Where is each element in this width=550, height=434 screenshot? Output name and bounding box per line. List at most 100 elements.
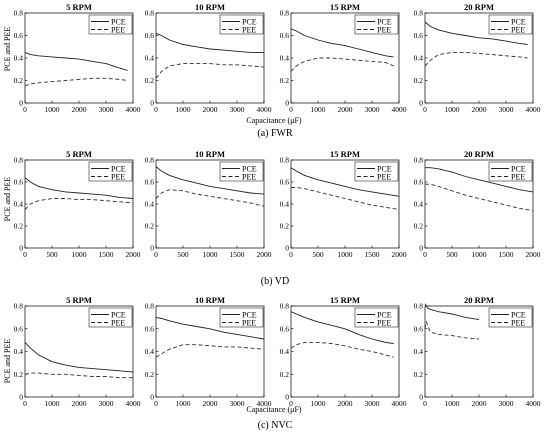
series-line-pce [24,177,134,199]
panel-title: 15 RPM [330,149,360,159]
series-line-pee [291,187,400,210]
y-tick-label: 0.2 [14,370,24,379]
panel-nvc-20-rpm: 20 RPM 0 1000 2000 3000 4000 0 0.2 0.4 0.6 0.8 PCEP… [414,295,541,408]
x-tick-label: 4000 [126,399,141,408]
y-tick-label: 0 [19,244,23,253]
x-tick-label: 500 [446,250,458,259]
panel-title: 5 RPM [66,295,92,305]
x-tick-label: 0 [289,105,293,114]
x-tick-label: 4000 [392,105,407,114]
y-tick-label: 0.6 [414,324,424,333]
x-tick-label: 0 [423,399,427,408]
row-nvc: PCE and PEE Capacitance (μF) (c) NVC [3,339,302,431]
legend-label-pce: PCE [242,17,257,26]
panel-title: 20 RPM [464,295,494,305]
x-tick-label: 2000 [203,399,218,408]
series-line-pce [290,167,400,197]
x-tick-label: 2000 [72,399,87,408]
y-tick-label: 0.8 [280,156,290,165]
x-tick-label: 0 [289,250,293,259]
x-tick-label: 2000 [392,250,407,259]
series-line-pee [424,51,528,67]
x-tick-label: 4000 [526,399,541,408]
legend-label-pee: PEE [377,172,391,181]
y-tick-label: 0.2 [414,222,424,231]
y-tick-label: 0.8 [14,302,24,311]
y-tick-label: 0.6 [145,178,155,187]
row-nvc-ylabel: PCE and PEE [3,339,12,384]
row-nvc-xlabel: Capacitance (μF) [246,405,301,414]
x-tick-label: 1000 [45,105,60,114]
x-tick-label: 2000 [257,250,272,259]
y-tick-label: 0.8 [280,9,290,18]
y-tick-label: 0.6 [280,178,290,187]
y-tick-label: 0.4 [14,200,24,209]
series-line-pee [155,63,265,79]
y-tick-label: 0 [150,244,154,253]
y-tick-label: 0.6 [14,324,24,333]
x-tick-label: 3000 [99,399,114,408]
y-tick-label: 0.4 [280,200,290,209]
panel-nvc-10-rpm: 10 RPM 0 1000 2000 3000 4000 0 0.2 0.4 0.6 0.8 PCEP… [145,295,272,408]
y-tick-label: 0.4 [14,347,24,356]
x-tick-label: 1000 [72,250,87,259]
x-tick-label: 3000 [499,399,514,408]
panel-fwr-5-rpm: 5 RPM 0 1000 2000 3000 4000 0 0.2 0.4 0.6 0.8 PCEPE… [14,2,141,114]
y-tick-label: 0.8 [145,156,155,165]
y-tick-label: 0.4 [414,200,424,209]
series-line-pce [24,342,134,373]
legend-label-pce: PCE [511,164,526,173]
y-tick-label: 0 [150,393,154,402]
x-tick-label: 0 [23,105,27,114]
y-tick-label: 0.6 [14,178,24,187]
y-tick-label: 0.8 [414,9,424,18]
x-tick-label: 2000 [72,105,87,114]
series-line-pce [24,51,128,71]
row-fwr: PCE and PEE Capacitance (μF) (a) FWR [3,27,302,139]
y-tick-label: 0.8 [14,156,24,165]
x-tick-label: 2000 [526,250,541,259]
y-tick-label: 0 [19,393,23,402]
panel-vd-20-rpm: 20 RPM 0 500 1000 1500 2000 0 0.2 0.4 0.6 0.8 PCEPE… [414,149,541,259]
series-line-pee [24,77,128,87]
row-vd: PCE and PEE (b) VD [3,177,289,287]
x-tick-label: 1000 [311,105,326,114]
x-tick-label: 1000 [203,250,218,259]
y-tick-label: 0.2 [280,222,290,231]
legend-label-pce: PCE [511,17,526,26]
y-tick-label: 0.4 [145,54,155,63]
panel-title: 15 RPM [330,2,360,12]
panel-title: 5 RPM [66,149,92,159]
x-tick-label: 1500 [499,250,514,259]
y-tick-label: 0.2 [14,76,24,85]
x-tick-label: 0 [154,250,158,259]
x-tick-label: 500 [46,250,58,259]
legend-label-pee: PEE [511,25,525,34]
x-tick-label: 4000 [526,105,541,114]
x-tick-label: 4000 [392,399,407,408]
series-line-pce [290,311,394,344]
row-fwr-ylabel: PCE and PEE [3,27,12,72]
x-tick-label: 2000 [126,250,141,259]
x-tick-label: 1000 [176,105,191,114]
x-tick-label: 1500 [230,250,245,259]
y-tick-label: 0.6 [145,324,155,333]
y-tick-label: 0.8 [14,9,24,18]
legend-label-pee: PEE [511,172,525,181]
legend-label-pee: PEE [377,25,391,34]
series-line-pee [155,344,265,358]
legend-label-pee: PEE [511,318,525,327]
x-tick-label: 3000 [99,105,114,114]
y-tick-label: 0 [150,99,154,108]
y-tick-label: 0.2 [145,222,155,231]
legend-label-pee: PEE [242,172,256,181]
panel-title: 20 RPM [464,149,494,159]
y-tick-label: 0.6 [280,31,290,40]
y-tick-label: 0.4 [280,347,290,356]
y-tick-label: 0 [19,99,23,108]
